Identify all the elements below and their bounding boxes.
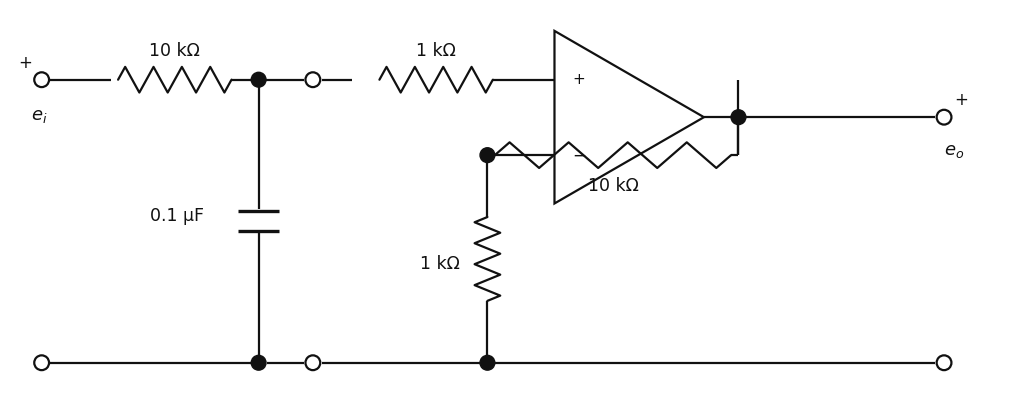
- Text: +: +: [572, 72, 585, 87]
- Circle shape: [937, 355, 951, 370]
- Text: $e_o$: $e_o$: [944, 142, 964, 160]
- Circle shape: [34, 355, 49, 370]
- Circle shape: [937, 110, 951, 125]
- Text: 1 kΩ: 1 kΩ: [420, 255, 460, 273]
- Text: 1 kΩ: 1 kΩ: [416, 42, 456, 60]
- Circle shape: [34, 72, 49, 87]
- Circle shape: [731, 110, 746, 125]
- Text: +: +: [954, 91, 968, 109]
- Text: 0.1 μF: 0.1 μF: [150, 207, 204, 225]
- Text: +: +: [18, 54, 32, 72]
- Text: −: −: [572, 146, 586, 164]
- Text: 10 kΩ: 10 kΩ: [149, 42, 200, 60]
- Circle shape: [305, 355, 320, 370]
- Circle shape: [480, 355, 495, 370]
- Text: 10 kΩ: 10 kΩ: [588, 177, 639, 195]
- Circle shape: [480, 148, 495, 162]
- Circle shape: [252, 355, 266, 370]
- Text: $e_i$: $e_i$: [31, 107, 48, 125]
- Circle shape: [252, 72, 266, 87]
- Circle shape: [305, 72, 320, 87]
